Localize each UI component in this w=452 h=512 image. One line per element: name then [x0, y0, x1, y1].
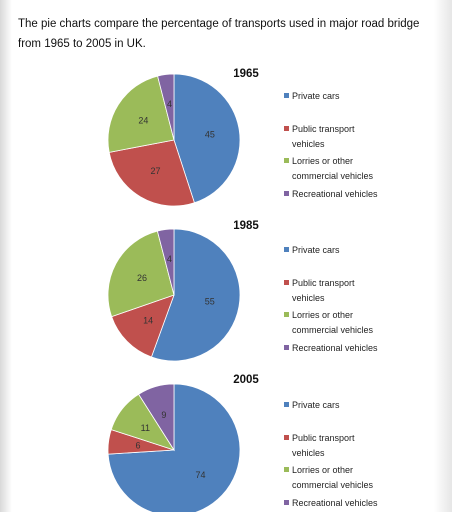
legend-label: Private cars: [292, 400, 340, 410]
slice-value-label: 24: [138, 116, 148, 126]
legend-label: vehicles: [292, 293, 325, 303]
pie-slice-public-transport-vehicles: [108, 139, 195, 207]
legend-label: commercial vehicles: [292, 171, 374, 181]
legend-label: Lorries or other: [292, 310, 353, 320]
pie-chart-2005: 2005 74 611 9 Private cars Public transport ve…: [107, 374, 378, 512]
pie-slice-lorries-or-other-commercial-vehicles: [107, 75, 175, 153]
legend-swatch: [284, 93, 289, 98]
chart-title: 1985: [233, 220, 259, 232]
slice-value-label: 4: [167, 99, 172, 109]
legend-swatch: [284, 345, 289, 350]
chart-title: 1965: [233, 68, 259, 80]
legend-swatch: [284, 467, 289, 472]
legend: Private cars Public transport vehicles Lorr…: [284, 91, 378, 199]
legend-label: Lorries or other: [292, 465, 353, 475]
legend-label: Lorries or other: [292, 156, 353, 166]
legend-swatch: [284, 247, 289, 252]
legend-swatch: [284, 126, 289, 131]
legend-swatch: [284, 435, 289, 440]
slice-value-label: 14: [143, 316, 153, 326]
legend-label: Public transport: [292, 433, 355, 443]
pie-slice-private-cars: [173, 73, 241, 204]
legend-label: Private cars: [292, 91, 340, 101]
pie-slice-recreational-vehicles: [138, 383, 175, 452]
chart-title: 2005: [233, 374, 259, 386]
slice-value-label: 9: [161, 410, 166, 420]
page-edge-shadow-left: [0, 0, 12, 512]
legend-label: vehicles: [292, 139, 325, 149]
pie-slice-recreational-vehicles: [157, 73, 175, 141]
legend-label: Recreational vehicles: [292, 343, 378, 353]
slice-value-label: 6: [135, 441, 140, 451]
legend-swatch: [284, 158, 289, 163]
slice-value-label: 11: [141, 423, 150, 433]
slice-value-label: 55: [205, 296, 215, 306]
pie-chart-1965: 1965 45 27 24 4 Private cars Public transport v…: [107, 68, 378, 207]
legend-label: commercial vehicles: [292, 325, 374, 335]
legend-label: Recreational vehicles: [292, 189, 378, 199]
slice-value-label: 45: [205, 129, 215, 139]
pie-slice-recreational-vehicles: [156, 228, 175, 296]
pie-slice-public-transport-vehicles: [111, 294, 175, 358]
legend-swatch: [284, 312, 289, 317]
legend-label: vehicles: [292, 448, 325, 458]
pie-slice-lorries-or-other-commercial-vehicles: [107, 230, 175, 318]
legend-label: Private cars: [292, 245, 340, 255]
pie-chart-1985: 1985 55 14 26 4 Private cars Public transport v…: [107, 220, 378, 362]
slice-value-label: 4: [167, 254, 172, 264]
legend-swatch: [284, 280, 289, 285]
page-heading: The pie charts compare the percentage of…: [18, 18, 420, 50]
legend-swatch: [284, 402, 289, 407]
page-edge-shadow-right: [434, 0, 452, 512]
slice-value-label: 26: [137, 273, 147, 283]
legend-label: Public transport: [292, 124, 355, 134]
legend-label: Recreational vehicles: [292, 498, 378, 508]
legend-label: Public transport: [292, 278, 355, 288]
slice-value-label: 27: [150, 166, 160, 176]
legend: Private cars Public transport vehicles Lorr…: [284, 245, 378, 353]
legend-label: commercial vehicles: [292, 480, 374, 490]
pie-slice-private-cars: [150, 228, 241, 362]
legend-swatch: [284, 191, 289, 196]
slice-value-label: 74: [195, 470, 205, 480]
legend-swatch: [284, 500, 289, 505]
legend: Private cars Public transport vehicles Lorr…: [284, 400, 378, 508]
